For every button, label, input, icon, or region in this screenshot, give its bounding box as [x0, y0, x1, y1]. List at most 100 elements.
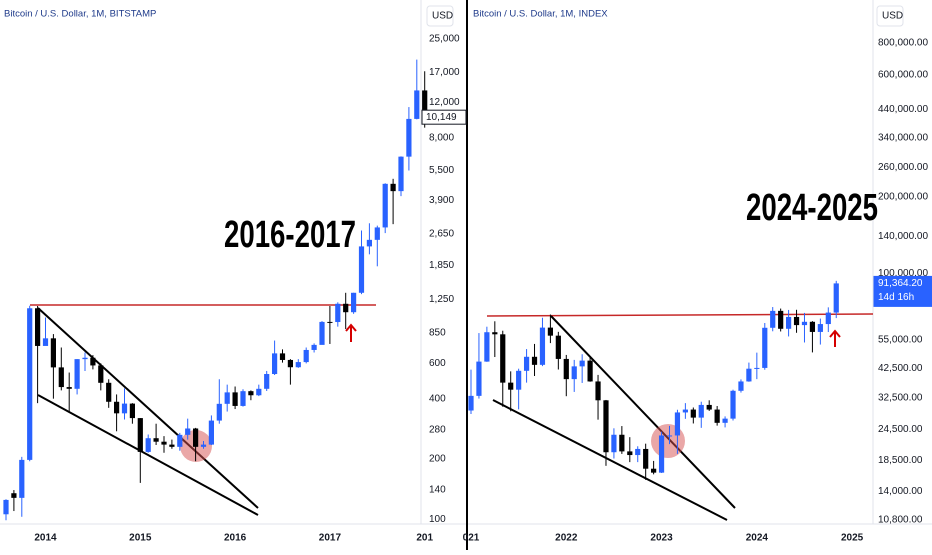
candle-body	[722, 418, 728, 423]
y-tick-label: 55,000.00	[878, 334, 923, 345]
x-tick-label: 021	[463, 533, 480, 544]
candle-body	[738, 381, 744, 391]
candle-body	[240, 391, 246, 406]
y-tick-label: 440,000.00	[878, 104, 928, 115]
arrow	[829, 329, 841, 347]
y-tick-label: 200,000.00	[878, 191, 928, 202]
candle-body	[343, 303, 349, 313]
candle-body	[19, 459, 25, 498]
y-tick-label: 200	[429, 454, 446, 465]
candle-body	[264, 374, 270, 389]
candle-body	[82, 357, 88, 360]
candle-body	[114, 401, 120, 414]
chart-title: Bitcoin / U.S. Dollar, 1M, BITSTAMP	[4, 9, 156, 20]
y-tick-label: 17,000	[429, 67, 460, 78]
y-tick-label: 12,000	[429, 97, 460, 108]
x-tick-label: 2015	[129, 533, 152, 544]
x-tick-label: 2016	[224, 533, 247, 544]
candle-body	[651, 468, 657, 473]
candle-body	[833, 283, 839, 313]
price-box	[873, 275, 932, 307]
candle-body	[129, 403, 135, 419]
trend-line	[492, 399, 728, 521]
candle-body	[208, 420, 214, 445]
candle-body	[627, 451, 633, 456]
candle-body	[801, 321, 808, 326]
candle-body	[303, 349, 309, 363]
y-tick-label: 10,800.00	[878, 515, 923, 526]
x-tick-label: 2023	[650, 533, 673, 544]
candle-body	[224, 392, 230, 404]
y-tick-label: 600,000.00	[878, 70, 928, 81]
candle-body	[74, 359, 80, 389]
y-tick-label: 280	[429, 424, 446, 435]
candle-body	[185, 428, 191, 435]
candle-body	[492, 332, 498, 335]
candle-body	[145, 438, 151, 452]
candle-body	[555, 335, 561, 359]
x-tick-label: 2025	[841, 533, 864, 544]
y-tick-label: 400	[429, 393, 446, 404]
resistance-line	[486, 313, 874, 317]
candle-body	[658, 435, 665, 473]
y-tick-label: 140,000.00	[878, 231, 928, 242]
currency-box[interactable]	[426, 5, 454, 27]
y-tick-label: 3,900	[429, 195, 454, 206]
candle-body	[3, 499, 9, 515]
candle-body	[611, 434, 617, 453]
x-tick-label: 2024	[746, 533, 769, 544]
currency-label[interactable]: USD	[432, 11, 453, 22]
candle-body	[335, 303, 341, 323]
candle-body	[319, 321, 325, 345]
y-tick-label: 32,500.00	[878, 393, 923, 404]
candle-body	[366, 239, 372, 247]
y-tick-label: 100,000.00	[878, 268, 928, 279]
annotation: 2024-2025	[746, 187, 878, 229]
candle-body	[50, 338, 56, 368]
candle-body	[516, 370, 522, 390]
currency-label[interactable]: USD	[882, 11, 903, 22]
candle-body	[476, 361, 482, 396]
candle-body	[523, 356, 530, 371]
y-tick-label: 850	[429, 328, 446, 339]
candle-body	[579, 360, 585, 367]
candle-body	[137, 418, 143, 452]
candle-body	[193, 428, 199, 447]
y-tick-label: 600	[429, 358, 446, 369]
candle-body	[42, 338, 49, 346]
y-tick-label: 24,500.00	[878, 424, 923, 435]
candle-body	[351, 292, 357, 313]
y-tick-label: 1,850	[429, 260, 454, 271]
candle-body	[770, 310, 776, 328]
candle-body	[468, 395, 474, 411]
candle-body	[666, 435, 673, 437]
x-tick-label: 2017	[319, 533, 342, 544]
y-tick-label: 100	[429, 514, 446, 525]
countdown-label: 14d 16h	[878, 292, 914, 303]
candle-body	[786, 316, 792, 329]
candle-body	[547, 327, 553, 336]
y-tick-label: 2,650	[429, 229, 454, 240]
candle-body	[121, 403, 128, 414]
candle-body	[825, 312, 831, 325]
candle-body	[746, 368, 752, 382]
price-label: 91,364.20	[878, 278, 923, 289]
currency-box[interactable]	[876, 5, 904, 27]
candle-body	[11, 493, 17, 498]
arrow	[345, 323, 357, 342]
candle-body	[153, 438, 159, 442]
y-tick-label: 14,000.00	[878, 486, 923, 497]
candle-body	[358, 246, 365, 293]
candle-body	[58, 367, 64, 388]
y-tick-label: 800,000.00	[878, 38, 928, 49]
y-tick-label: 8,000	[429, 133, 454, 144]
trend-line	[550, 315, 736, 509]
candle-body	[422, 90, 428, 118]
candle-body	[539, 327, 546, 365]
candle-body	[311, 344, 317, 350]
y-tick-label: 340,000.00	[878, 132, 928, 143]
candle-body	[635, 448, 641, 456]
candle-body	[484, 332, 490, 362]
